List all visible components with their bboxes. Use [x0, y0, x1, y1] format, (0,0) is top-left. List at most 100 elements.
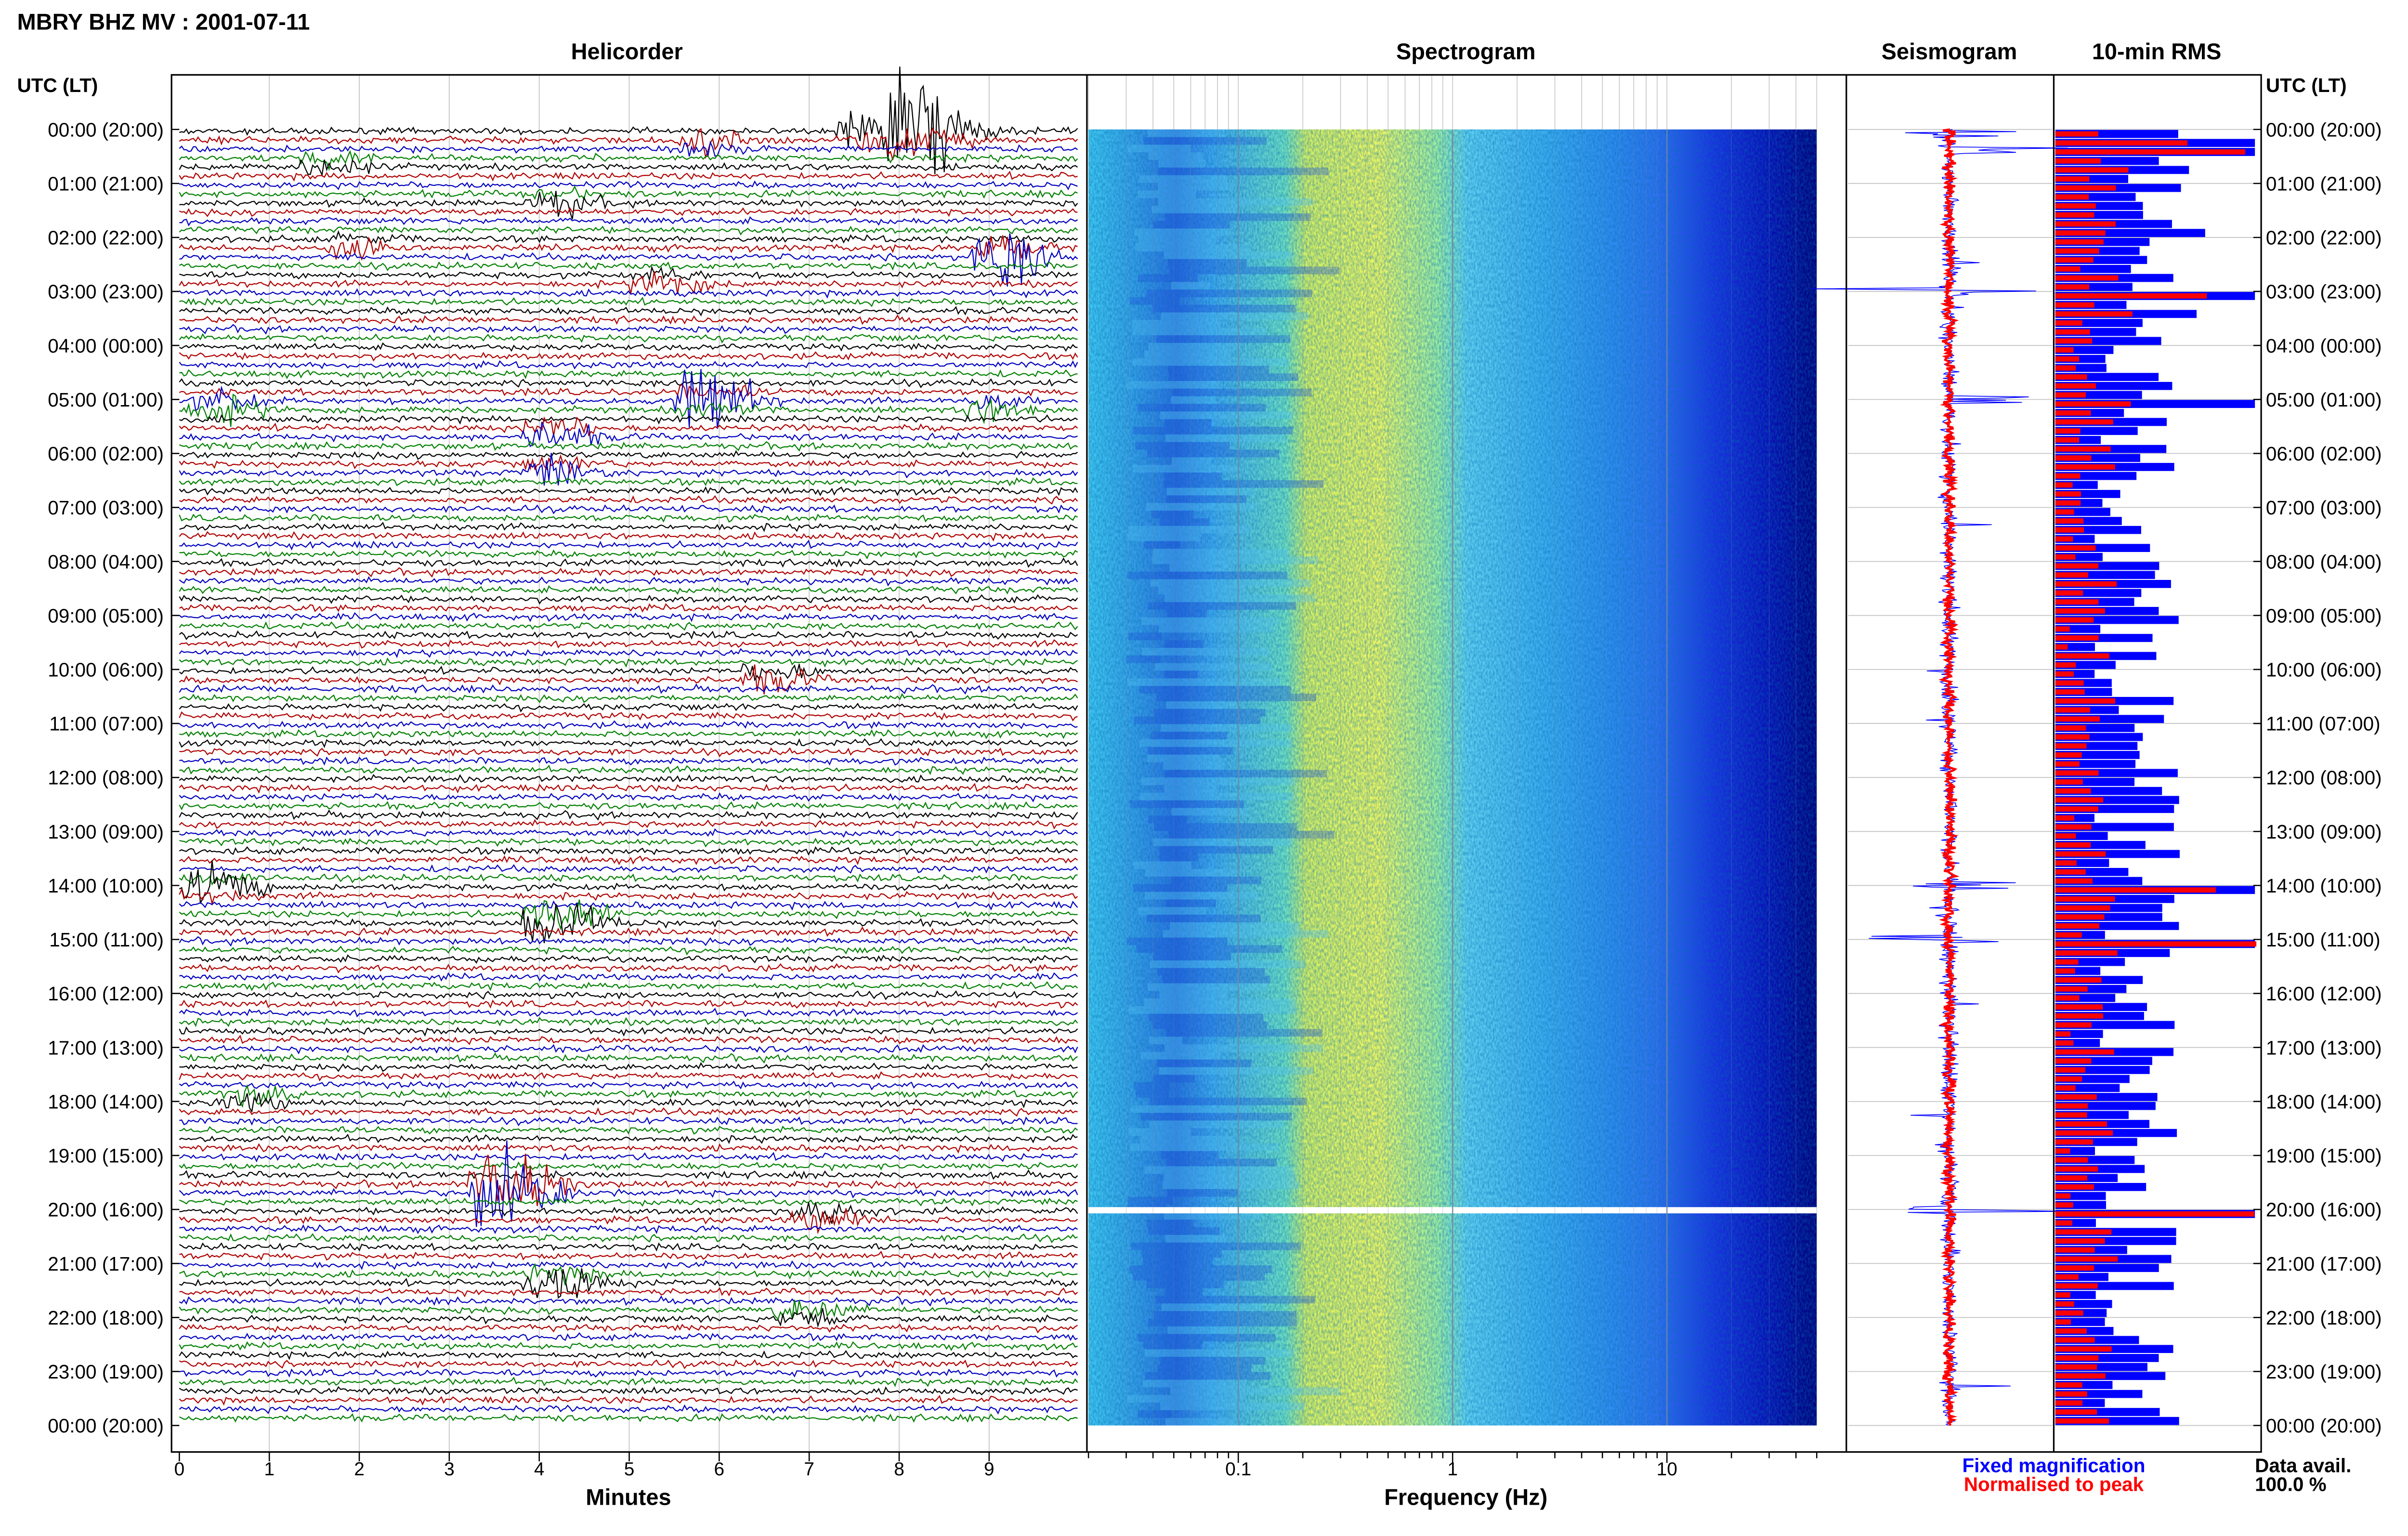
rms-bar-normalised [2055, 1409, 2097, 1415]
spectrogram-noise-band [1146, 1280, 1224, 1288]
rms-bar-normalised [2055, 1382, 2082, 1388]
hour-label-right: 05:00 (01:00) [2266, 389, 2382, 411]
hour-label-right: 00:00 (20:00) [2266, 1415, 2382, 1437]
spectrogram-noise-band [1139, 739, 1292, 747]
helicorder-trace-row [179, 1350, 1078, 1360]
hour-label-left: 08:00 (04:00) [48, 551, 164, 573]
hour-label-right: 13:00 (09:00) [2266, 821, 2382, 843]
rms-bar-normalised [2055, 698, 2115, 704]
helicorder-trace-row [179, 888, 1078, 906]
helicorder-trace-row [179, 235, 1078, 261]
spectrogram-noise-band [1136, 945, 1283, 953]
rms-bar-normalised [2055, 1166, 2098, 1172]
rms-bar-normalised [2055, 545, 2096, 551]
rms-bar-normalised [2055, 851, 2106, 857]
spectrogram-tick-label: 1 [1447, 1459, 1458, 1480]
spectrogram-noise-band [1166, 701, 1237, 709]
helicorder-trace-row [179, 216, 1078, 226]
spectrogram-noise-band [1167, 259, 1247, 267]
spectrogram-noise-band [1166, 1029, 1322, 1037]
helicorder-trace-row [179, 1413, 1078, 1423]
hour-label-right: 10:00 (06:00) [2266, 658, 2382, 681]
spectrogram-noise-band [1137, 404, 1266, 412]
rms-bar-normalised [2055, 572, 2088, 578]
hour-label-left: 05:00 (01:00) [48, 389, 164, 411]
helicorder-trace-row [179, 1008, 1078, 1018]
rms-bar-normalised [2055, 878, 2093, 884]
helicorder-trace-row [179, 185, 1078, 200]
helicorder-trace-row [179, 860, 1078, 904]
data-avail-value: 100.0 % [2255, 1473, 2327, 1496]
rms-bar-normalised [2055, 1130, 2113, 1136]
helicorder-trace-row [179, 1268, 1078, 1299]
helicorder-trace-row [179, 1035, 1078, 1045]
spectrogram-noise-band [1133, 1273, 1265, 1281]
rms-bar-normalised [2055, 779, 2083, 785]
helicorder-trace-row [179, 1359, 1078, 1369]
helicorder-trace-row [179, 191, 1078, 220]
rms-bar-normalised [2055, 1292, 2070, 1298]
spectrogram-noise-band [1140, 1136, 1236, 1143]
helicorder-trace-row [179, 140, 1078, 157]
spectrogram-noise-band [1145, 869, 1238, 877]
rms-bar-normalised [2055, 554, 2076, 560]
rms-bar-normalised [2055, 1202, 2073, 1208]
helicorder-trace-row [179, 513, 1078, 523]
spectrogram-noise-band [1127, 533, 1201, 541]
helicorder-trace-row [179, 846, 1078, 856]
spectrogram-noise-band [1134, 716, 1261, 724]
spectrogram-noise-band [1172, 457, 1211, 465]
spectrogram-noise-band [1148, 815, 1187, 824]
rms-bar-normalised [2055, 446, 2111, 452]
helicorder-trace-row [179, 594, 1078, 604]
spectrogram-noise-band [1169, 830, 1335, 839]
spectrogram-noise-band [1159, 853, 1198, 862]
spectrogram-noise-band [1138, 190, 1196, 198]
seismogram-normalised-trace [1938, 128, 1960, 1426]
hour-label-right: 23:00 (19:00) [2266, 1361, 2382, 1383]
hour-label-right: 15:00 (11:00) [2266, 929, 2381, 951]
spectrogram-noise-band [1126, 1395, 1243, 1403]
hour-label-left: 15:00 (11:00) [49, 929, 164, 951]
rms-bar-normalised [2055, 1103, 2088, 1109]
helicorder-trace-row [179, 639, 1078, 649]
hour-label-right: 00:00 (20:00) [2266, 118, 2382, 141]
spectrogram-noise-band [1167, 609, 1207, 617]
helicorder-trace-row [179, 981, 1078, 991]
helicorder-trace-row [179, 369, 1078, 380]
spectrogram-noise-band [1152, 549, 1288, 557]
helicorder-trace-row [179, 477, 1078, 487]
spectrogram-noise-band [1129, 1143, 1279, 1151]
rms-bar-normalised [2055, 1175, 2088, 1181]
helicorder-trace-row [179, 945, 1078, 956]
spectrogram-noise-band [1151, 511, 1193, 518]
spectrogram-noise-band [1164, 1174, 1296, 1182]
spectrogram-noise-band [1165, 770, 1327, 778]
helicorder-trace-row [179, 764, 1078, 775]
helicorder-trace-row [179, 899, 1078, 931]
rms-bar-normalised [2055, 293, 2207, 299]
rms-bar-normalised [2055, 1049, 2114, 1055]
helicorder-trace-row [179, 1143, 1078, 1154]
helicorder-trace-row [179, 702, 1078, 713]
rms-bar-normalised [2055, 230, 2106, 236]
helicorder-trace-row [179, 1071, 1078, 1082]
spectrogram-noise-band [1138, 907, 1207, 915]
spectrogram-noise-band [1159, 1067, 1313, 1075]
spectrogram-noise-band [1138, 1410, 1171, 1418]
spectrogram-noise-band [1142, 1379, 1246, 1388]
spectrogram-noise-band [1142, 1258, 1213, 1266]
spectrogram-noise-band [1140, 1113, 1292, 1121]
spectrogram-noise-band [1141, 1250, 1222, 1258]
spectrogram-noise-band [1156, 335, 1290, 343]
helicorder-trace-row [179, 1394, 1078, 1406]
spectrogram-noise-band [1155, 1296, 1315, 1304]
spectrogram-noise-band [1161, 1151, 1219, 1159]
rms-bar-normalised [2055, 653, 2109, 659]
hour-label-right: 09:00 (05:00) [2266, 604, 2382, 627]
spectrogram-noise-band [1144, 1349, 1294, 1357]
rms-bar-normalised [2055, 1031, 2071, 1037]
spectrogram-noise-band [1148, 152, 1204, 160]
rms-bar-normalised [2055, 1373, 2106, 1379]
